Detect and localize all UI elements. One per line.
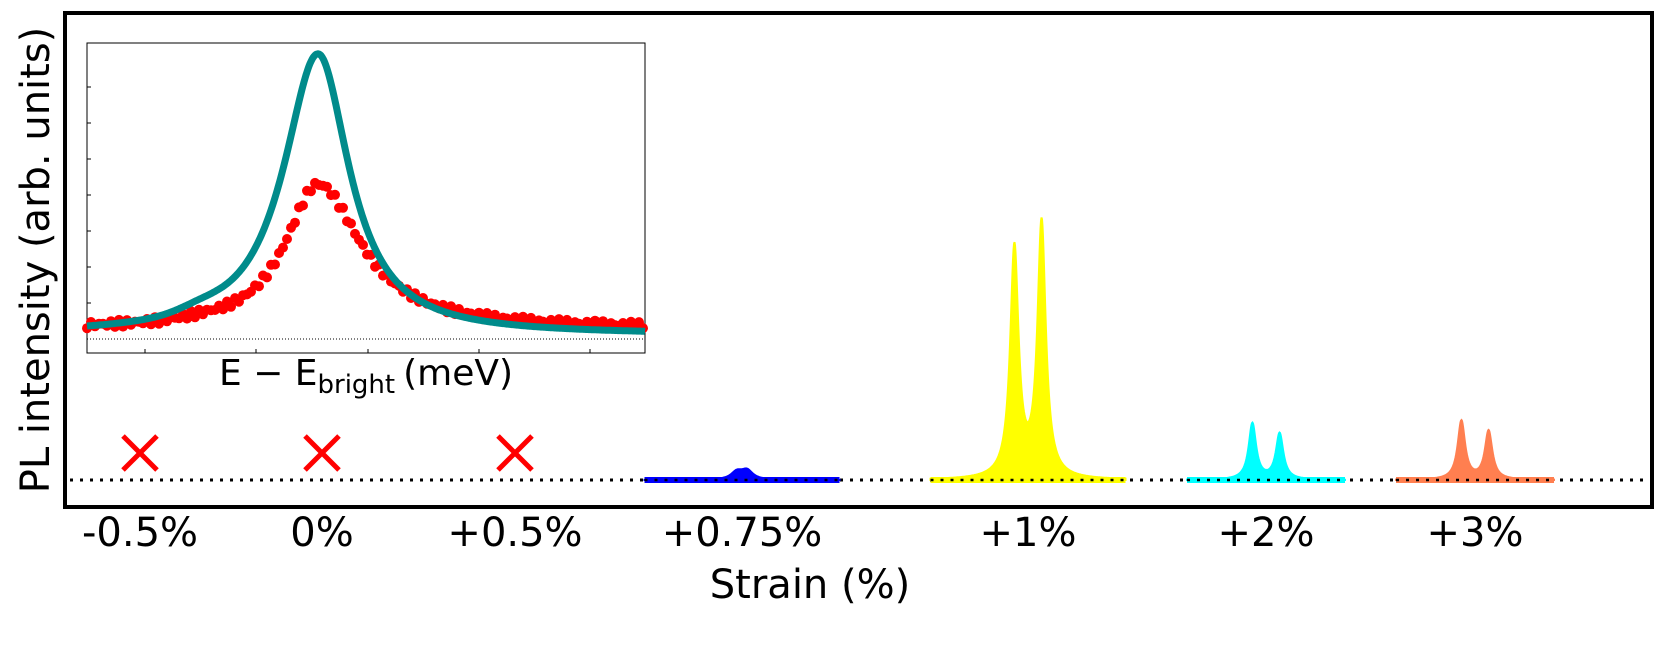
inset-x-label: E − Ebright (meV) — [219, 353, 513, 400]
x-tick-label: -0.5% — [82, 510, 198, 556]
inset-x-label-unit: (meV) — [403, 353, 513, 394]
inset-series — [82, 50, 648, 335]
inset-data-point — [182, 313, 192, 324]
inset-data-point — [218, 304, 228, 315]
x-tick-label: +0.75% — [662, 510, 823, 556]
inset-data-point — [518, 311, 528, 322]
x-tick-labels: -0.5% 0% +0.5% +0.75% +1% +2% +3% — [82, 510, 1524, 556]
spectrum-base — [1187, 477, 1345, 483]
series-+2% — [1186, 421, 1346, 483]
x-tick-label: +0.5% — [447, 510, 582, 556]
spectrum-base — [644, 477, 840, 483]
not-detected-marker — [303, 434, 341, 472]
spectrum-fill — [929, 217, 1127, 481]
y-axis-label: PL intensity (arb. units) — [13, 27, 59, 494]
spectrum-base — [930, 477, 1126, 483]
series-+0.5% — [496, 434, 534, 472]
inset-data-point — [322, 181, 332, 192]
series-layer — [121, 217, 1555, 483]
inset-data-point — [290, 217, 300, 228]
x-tick-label: +2% — [1218, 510, 1315, 556]
series--0.5% — [121, 434, 159, 472]
inset-data-point — [358, 239, 368, 250]
x-tick-label: +3% — [1427, 510, 1524, 556]
plot-frame — [63, 11, 1654, 509]
inset-x-label-main: E − E — [219, 353, 318, 394]
not-detected-marker — [121, 434, 159, 472]
inset-data-point — [298, 200, 308, 211]
inset-data-point — [254, 281, 264, 292]
x-tick-label: +1% — [980, 510, 1077, 556]
inset-data-point — [262, 272, 272, 283]
inset-data-point — [306, 186, 316, 197]
inset-data-point — [446, 301, 456, 312]
spectrum-fill — [1186, 421, 1346, 481]
inset-data-point — [278, 242, 288, 253]
inset-data-point — [482, 308, 492, 318]
inset-data-point — [190, 312, 200, 323]
inset-data-point — [346, 218, 356, 229]
inset-data-point — [330, 189, 340, 200]
series-0% — [303, 434, 341, 472]
inset-frame — [86, 42, 646, 354]
inset-series-measured — [82, 177, 648, 334]
inset-ticks — [87, 86, 591, 353]
series-+1% — [929, 217, 1127, 483]
x-axis-label: Strain (%) — [710, 562, 910, 608]
inset: E − Ebright (meV) — [82, 42, 648, 400]
series-+3% — [1395, 418, 1555, 483]
inset-series-fit — [84, 50, 648, 335]
x-tick-label: 0% — [290, 510, 353, 556]
inset-x-label-sub: bright — [318, 370, 396, 400]
inset-data-point — [270, 259, 280, 270]
not-detected-marker — [496, 434, 534, 472]
spectrum-base — [1396, 477, 1554, 483]
inset-data-point — [226, 301, 236, 312]
spectrum-fill — [1395, 418, 1555, 481]
inset-fit-line — [84, 50, 648, 335]
inset-data-point — [282, 234, 292, 244]
series-+0.75% — [643, 467, 841, 483]
inset-data-point — [338, 202, 348, 213]
